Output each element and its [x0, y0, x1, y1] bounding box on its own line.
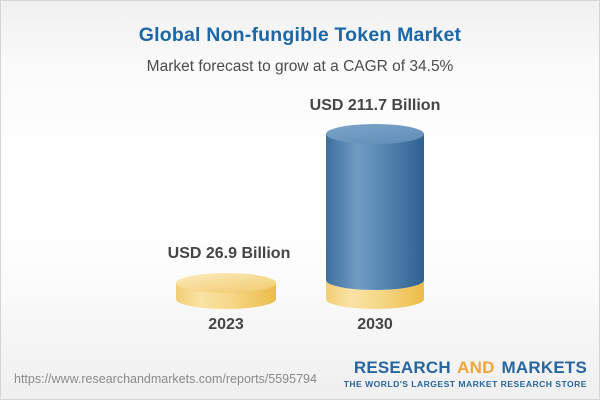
logo-word-markets: MARKETS [501, 357, 587, 377]
value-label-2030: USD 211.7 Billion [309, 97, 441, 114]
axis-label-2023: 2023 [208, 316, 244, 333]
page-title: Global Non-fungible Token Market [138, 24, 462, 46]
bar-2030-cylinder [326, 124, 424, 309]
logo-word-research: RESEARCH [353, 357, 451, 377]
logo-word-and: AND [457, 357, 495, 377]
logo-tagline: THE WORLD'S LARGEST MARKET RESEARCH STOR… [343, 378, 587, 389]
report-url: https://www.researchandmarkets.com/repor… [14, 372, 317, 386]
page-subtitle: Market forecast to grow at a CAGR of 34.… [146, 58, 454, 75]
research-and-markets-logo: RESEARCH AND MARKETS THE WORLD'S LARGEST… [343, 357, 587, 389]
logo-wordmark: RESEARCH AND MARKETS [344, 357, 587, 378]
value-label-2023: USD 26.9 Billion [167, 245, 291, 262]
bar-2023-cylinder [176, 273, 276, 309]
axis-label-2030: 2030 [357, 316, 393, 333]
